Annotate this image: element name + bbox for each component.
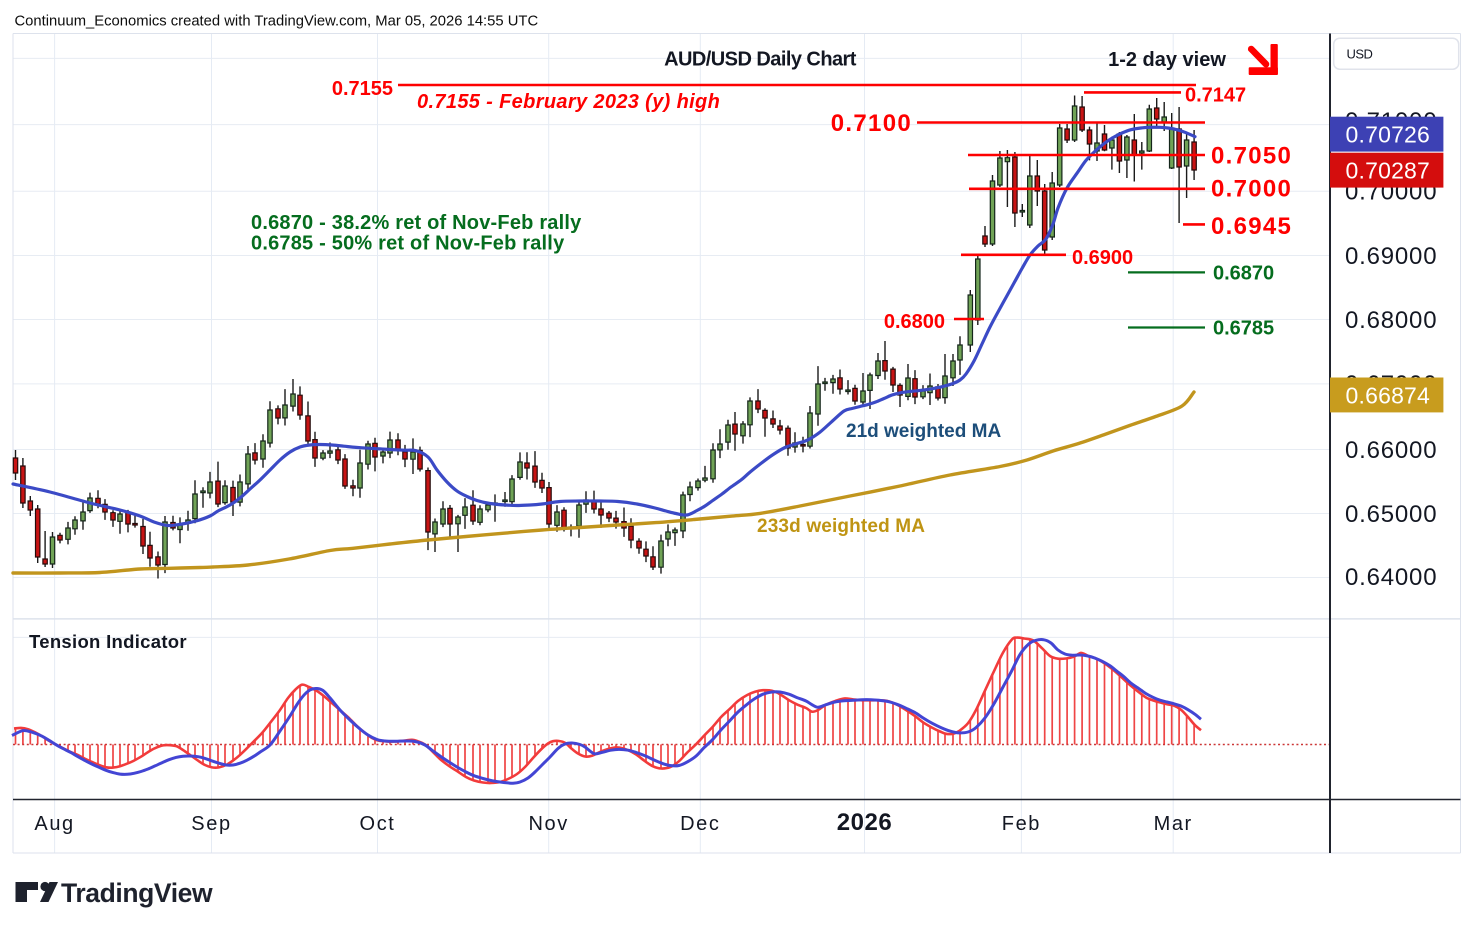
- svg-text:0.7155: 0.7155: [332, 78, 393, 100]
- svg-text:0.70726: 0.70726: [1346, 122, 1431, 148]
- svg-text:1-2 day view: 1-2 day view: [1108, 49, 1226, 71]
- svg-text:233d weighted MA: 233d weighted MA: [757, 516, 925, 537]
- svg-text:0.65000: 0.65000: [1345, 501, 1437, 528]
- svg-text:USD: USD: [1347, 47, 1373, 62]
- svg-text:0.6870: 0.6870: [1213, 263, 1274, 285]
- svg-text:0.66000: 0.66000: [1345, 437, 1437, 464]
- svg-text:0.64000: 0.64000: [1345, 564, 1437, 591]
- svg-text:2026: 2026: [837, 809, 892, 836]
- svg-text:Nov: Nov: [529, 813, 569, 835]
- svg-text:0.7147: 0.7147: [1185, 85, 1246, 107]
- svg-text:0.7050: 0.7050: [1211, 143, 1292, 170]
- svg-text:Continuum_Economics created wi: Continuum_Economics created with Trading…: [15, 14, 539, 30]
- svg-text:0.6785 - 50% ret of Nov-Feb ra: 0.6785 - 50% ret of Nov-Feb rally: [251, 233, 565, 255]
- svg-text:0.7000: 0.7000: [1211, 176, 1292, 203]
- svg-text:Mar: Mar: [1154, 813, 1193, 835]
- svg-text:0.7155 - February 2023 (y) hig: 0.7155 - February 2023 (y) high: [417, 91, 720, 113]
- svg-text:0.69000: 0.69000: [1345, 243, 1437, 270]
- svg-text:0.66874: 0.66874: [1346, 382, 1431, 408]
- svg-text:0.6800: 0.6800: [884, 311, 945, 333]
- svg-text:0.6870 - 38.2% ret of Nov-Feb: 0.6870 - 38.2% ret of Nov-Feb rally: [251, 212, 582, 234]
- svg-text:0.68000: 0.68000: [1345, 307, 1437, 334]
- svg-text:Tension Indicator: Tension Indicator: [29, 631, 187, 652]
- svg-text:0.6785: 0.6785: [1213, 318, 1274, 340]
- svg-text:0.70287: 0.70287: [1346, 158, 1431, 184]
- svg-text:0.6945: 0.6945: [1211, 213, 1292, 240]
- svg-text:Aug: Aug: [34, 813, 74, 835]
- svg-text:AUD/USD Daily Chart: AUD/USD Daily Chart: [664, 49, 857, 71]
- svg-text:0.6900: 0.6900: [1072, 247, 1133, 269]
- svg-text:Sep: Sep: [191, 813, 231, 835]
- svg-text:21d weighted MA: 21d weighted MA: [846, 421, 1001, 442]
- svg-text:Dec: Dec: [680, 813, 720, 835]
- svg-text:0.7100: 0.7100: [831, 110, 912, 137]
- svg-text:TradingView: TradingView: [61, 878, 213, 908]
- svg-text:Oct: Oct: [360, 813, 396, 835]
- svg-text:Feb: Feb: [1002, 813, 1041, 835]
